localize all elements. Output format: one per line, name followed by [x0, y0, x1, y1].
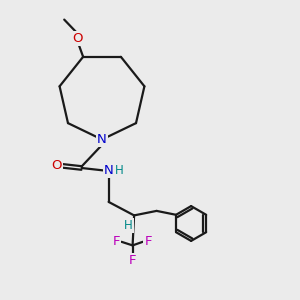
- Text: F: F: [112, 235, 120, 248]
- Text: H: H: [124, 219, 133, 232]
- Text: F: F: [145, 235, 152, 248]
- Text: N: N: [97, 133, 107, 146]
- Text: H: H: [115, 164, 124, 177]
- Text: F: F: [129, 254, 136, 268]
- Text: O: O: [51, 159, 62, 172]
- Text: O: O: [73, 32, 83, 45]
- Text: N: N: [104, 164, 113, 177]
